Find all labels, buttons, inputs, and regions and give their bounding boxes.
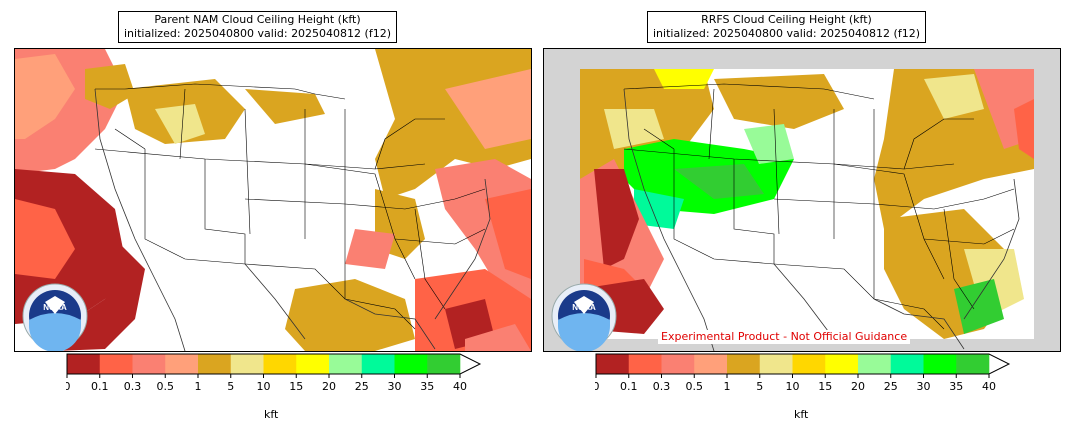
colorbar-tick-label: 0.5 [686,380,704,393]
left-colorbar: 0 0.1 0.3 0.5 1 5 10 15 20 25 30 35 40 [66,353,486,423]
colorbar-extend-arrow [66,353,482,375]
left-state-borders [94,83,486,330]
colorbar-segment [427,354,461,374]
colorbar-tick-label: 10 [786,380,800,393]
left-noaa-logo-icon: NOAA [22,283,88,351]
colorbar-tick-label: 10 [257,380,271,393]
colorbar-segment [198,354,232,374]
colorbar-extend-arrow [595,353,1011,375]
colorbar-tick-label: 20 [851,380,865,393]
left-noaa-logo-text: NOAA [43,303,67,312]
colorbar-segment [263,354,297,374]
colorbar-tick-label: 15 [818,380,832,393]
right-state-borders [623,83,1015,330]
colorbar-tick-label: 5 [227,380,234,393]
right-map: NOAA [543,48,1061,352]
colorbar-tick-label: 5 [756,380,763,393]
right-map-svg: NOAA [544,49,1060,351]
colorbar-segment [661,354,695,374]
experimental-banner: Experimental Product - Not Official Guid… [658,330,911,344]
right-title-line1: RRFS Cloud Ceiling Height (kft) [701,13,872,26]
right-coastline [623,88,1020,351]
colorbar-tick-label: 0 [66,380,71,393]
colorbar-tick-label: 25 [355,380,369,393]
colorbar-segment [923,354,957,374]
colorbar-segment [596,354,630,374]
left-map-svg: NOAA [15,49,531,351]
colorbar-segment [99,354,133,374]
left-coastline [94,88,491,351]
colorbar-segment [858,354,892,374]
colorbar-segment [825,354,859,374]
colorbar-tick-label: 20 [322,380,336,393]
colorbar-segment [67,354,101,374]
colorbar-tick-label: 0.1 [91,380,109,393]
right-noaa-logo-icon: NOAA [551,283,617,351]
colorbar-tick-label: 1 [195,380,202,393]
colorbar-tick-label: 15 [289,380,303,393]
colorbar-segment [296,354,330,374]
colorbar-tick-label: 40 [453,380,467,393]
left-colorbar-svg: 0 0.1 0.3 0.5 1 5 10 15 20 25 30 35 40 [66,353,482,393]
right-colorbar: 0 0.1 0.3 0.5 1 5 10 15 20 25 30 35 40 [595,353,1015,423]
colorbar-segment [230,354,264,374]
left-title-line2: initialized: 2025040800 valid: 202504081… [124,27,391,40]
left-title: Parent NAM Cloud Ceiling Height (kft) in… [118,11,397,43]
colorbar-segment [132,354,166,374]
right-noaa-logo-text: NOAA [572,303,596,312]
colorbar-tick-label: 30 [917,380,931,393]
colorbar-segment [329,354,363,374]
left-map: NOAA [14,48,532,352]
colorbar-segment [956,354,990,374]
colorbar-segment [727,354,761,374]
colorbar-segment [394,354,428,374]
right-colorbar-unit-label: kft [794,408,809,421]
right-colorbar-svg: 0 0.1 0.3 0.5 1 5 10 15 20 25 30 35 40 [595,353,1011,393]
colorbar-tick-label: 0.5 [157,380,175,393]
colorbar-tick-label: 0.1 [620,380,638,393]
right-cloud-fields [580,69,1034,339]
colorbar-segment [628,354,662,374]
colorbar-tick-label: 25 [884,380,898,393]
left-colorbar-unit-label: kft [264,408,279,421]
colorbar-tick-label: 0.3 [653,380,671,393]
colorbar-tick-label: 0.3 [124,380,142,393]
colorbar-segment [890,354,924,374]
colorbar-segment [694,354,728,374]
right-title-line2: initialized: 2025040800 valid: 202504081… [653,27,920,40]
colorbar-segment [165,354,199,374]
colorbar-tick-label: 35 [949,380,963,393]
colorbar-segment [361,354,395,374]
colorbar-tick-label: 1 [724,380,731,393]
colorbar-tick-label: 35 [420,380,434,393]
colorbar-tick-label: 0 [595,380,600,393]
colorbar-tick-label: 40 [982,380,996,393]
left-title-line1: Parent NAM Cloud Ceiling Height (kft) [154,13,361,26]
colorbar-segment [792,354,826,374]
right-title: RRFS Cloud Ceiling Height (kft) initiali… [647,11,926,43]
colorbar-segment [759,354,793,374]
colorbar-tick-label: 30 [388,380,402,393]
left-cloud-fields [15,49,531,351]
